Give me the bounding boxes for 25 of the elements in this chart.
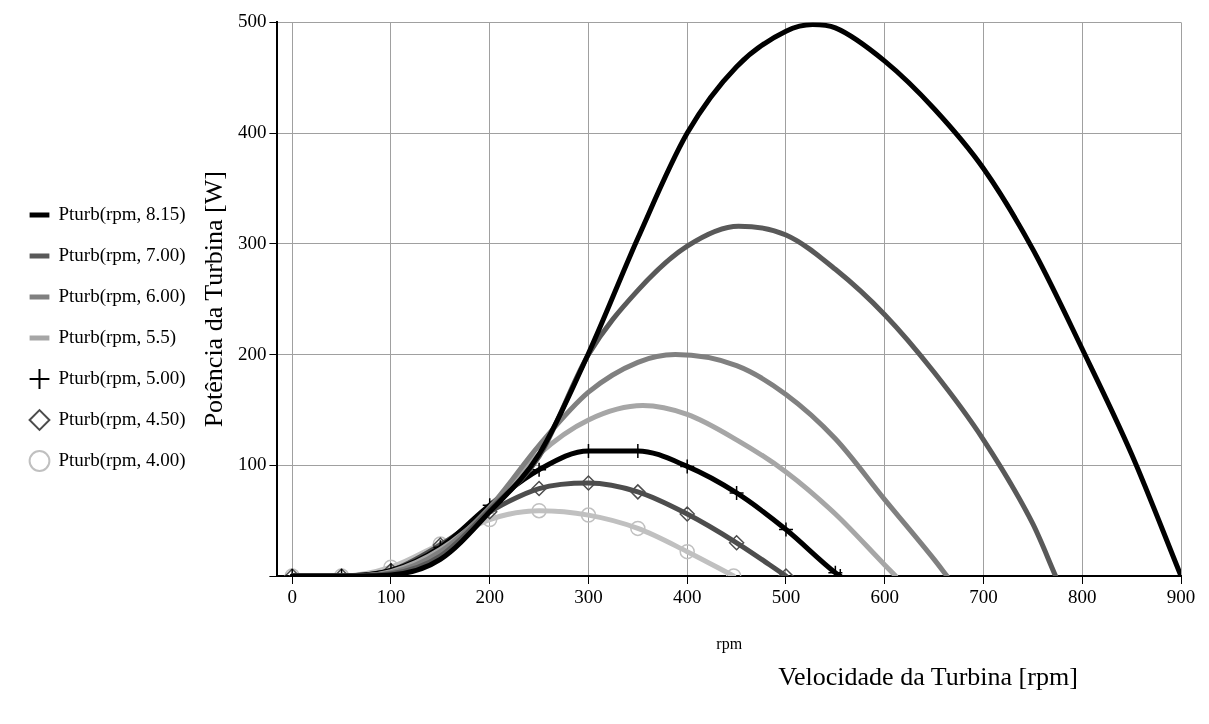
x-tick-label: 200	[475, 586, 504, 608]
x-tick-label: 900	[1166, 586, 1196, 608]
x-tick-label: 300	[574, 586, 603, 608]
x-tick-label: 500	[771, 586, 801, 608]
y-tick-label: 500	[237, 10, 267, 32]
x-tick-label: 0	[287, 586, 297, 608]
x-tick-label: 700	[969, 586, 998, 608]
text: Velocidade da Turbina [rpm]	[777, 662, 1079, 692]
y-tick-label: 400	[237, 121, 267, 143]
x-axis-title: rpm	[716, 634, 743, 653]
legend-label: Pturb(rpm, 4.50)	[58, 407, 186, 430]
legend-label: Pturb(rpm, 8.15)	[58, 202, 186, 225]
legend-label: Pturb(rpm, 6.00)	[58, 284, 186, 307]
legend-label: Pturb(rpm, 7.00)	[58, 243, 186, 266]
x-tick-label: 400	[672, 586, 702, 608]
y-axis-title: Potência da Turbina [W]	[199, 171, 229, 428]
x-tick-label: 100	[376, 586, 406, 608]
x-tick-label: 800	[1067, 586, 1097, 608]
y-tick-label: 100	[237, 453, 267, 475]
legend-label: Pturb(rpm, 4.00)	[58, 448, 186, 471]
legend-label: Pturb(rpm, 5.5)	[58, 325, 177, 348]
y-tick-label: 200	[237, 342, 267, 364]
x-tick-label: 600	[870, 586, 899, 608]
y-tick-label: 300	[237, 231, 267, 253]
legend-label: Pturb(rpm, 5.00)	[58, 366, 186, 389]
